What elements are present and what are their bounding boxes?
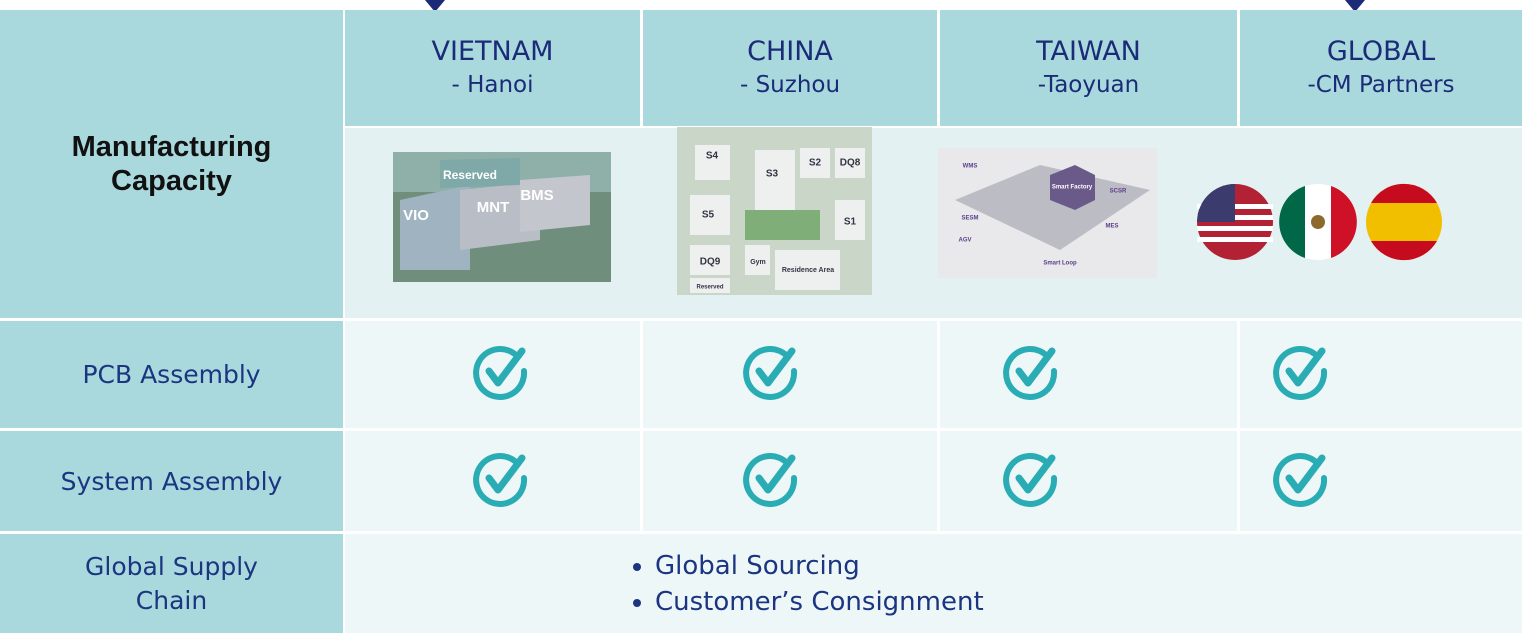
check <box>755 347 796 387</box>
check <box>1285 347 1326 387</box>
image-label: SESM <box>961 216 978 222</box>
image-label: MNT <box>477 199 510 216</box>
image-label: AGV <box>958 238 971 244</box>
image-label: Reserved <box>443 168 497 182</box>
check-circle <box>473 345 528 400</box>
check-circle <box>1003 345 1058 400</box>
check <box>485 454 526 494</box>
image-label: Gym <box>750 259 766 266</box>
check-circle <box>1273 345 1328 400</box>
checkmarks <box>473 345 1328 507</box>
country: GLOBAL <box>1326 36 1436 67</box>
cell <box>643 321 937 428</box>
image-label: MES <box>1105 224 1118 230</box>
check-circle <box>473 452 528 507</box>
check-circle <box>743 345 798 400</box>
image-label: WMS <box>963 164 978 170</box>
image-label: S2 <box>809 158 822 169</box>
header-cell: VIETNAM - Hanoi <box>345 10 640 126</box>
supply-item: Customer’s Consignment <box>655 584 984 620</box>
cell <box>940 431 1237 531</box>
image-label: S5 <box>702 210 715 221</box>
check <box>1015 454 1056 494</box>
city: - Hanoi <box>451 72 534 98</box>
check-circle <box>743 452 798 507</box>
check <box>755 454 796 494</box>
check <box>485 347 526 387</box>
cell <box>940 321 1237 428</box>
image-label: DQ8 <box>840 158 861 169</box>
supply-item: Global Sourcing <box>655 548 984 584</box>
image-label: BMS <box>520 187 553 204</box>
arrow <box>425 0 445 12</box>
image-label: Smart Loop <box>1043 261 1077 267</box>
image-label: S4 <box>706 151 719 162</box>
arrow <box>1345 0 1365 12</box>
image-label: Smart Factory <box>1052 185 1093 191</box>
image-label: S3 <box>766 169 779 180</box>
image-label: Residence Area <box>782 267 834 274</box>
cell <box>1240 321 1522 428</box>
city: -Taoyuan <box>1037 72 1140 98</box>
row-label: System Assembly <box>0 431 343 531</box>
supply-cell: Global SourcingCustomer’s Consignment <box>345 534 1522 633</box>
image-label: Reserved <box>696 285 723 291</box>
image-label: S1 <box>844 217 857 228</box>
header-cell: TAIWAN -Taoyuan <box>940 10 1237 126</box>
check <box>1015 347 1056 387</box>
section-cell: Manufacturing Capacity <box>0 10 343 318</box>
check-circle <box>1003 452 1058 507</box>
country: VIETNAM <box>431 36 554 67</box>
vietnam-image <box>393 152 611 282</box>
row-label: Global Supply Chain <box>0 534 343 633</box>
check <box>1285 454 1326 494</box>
image-label: VIO <box>403 207 429 224</box>
section-label: Manufacturing Capacity <box>71 131 272 197</box>
city: - Suzhou <box>739 72 841 98</box>
supply-list: Global SourcingCustomer’s Consignment <box>615 548 984 620</box>
country: TAIWAN <box>1036 36 1141 67</box>
image-label: DQ9 <box>700 257 721 268</box>
taiwan-image <box>938 148 1157 278</box>
city: -CM Partners <box>1307 72 1455 98</box>
cell <box>643 431 937 531</box>
check-circle <box>1273 452 1328 507</box>
country: CHINA <box>747 36 833 67</box>
flags <box>1197 183 1442 261</box>
header-cell: GLOBAL -CM Partners <box>1240 10 1522 126</box>
china-image <box>677 127 872 295</box>
image-label: SCSR <box>1110 189 1127 195</box>
row-label: PCB Assembly <box>0 321 343 428</box>
header-cell: CHINA - Suzhou <box>643 10 937 126</box>
